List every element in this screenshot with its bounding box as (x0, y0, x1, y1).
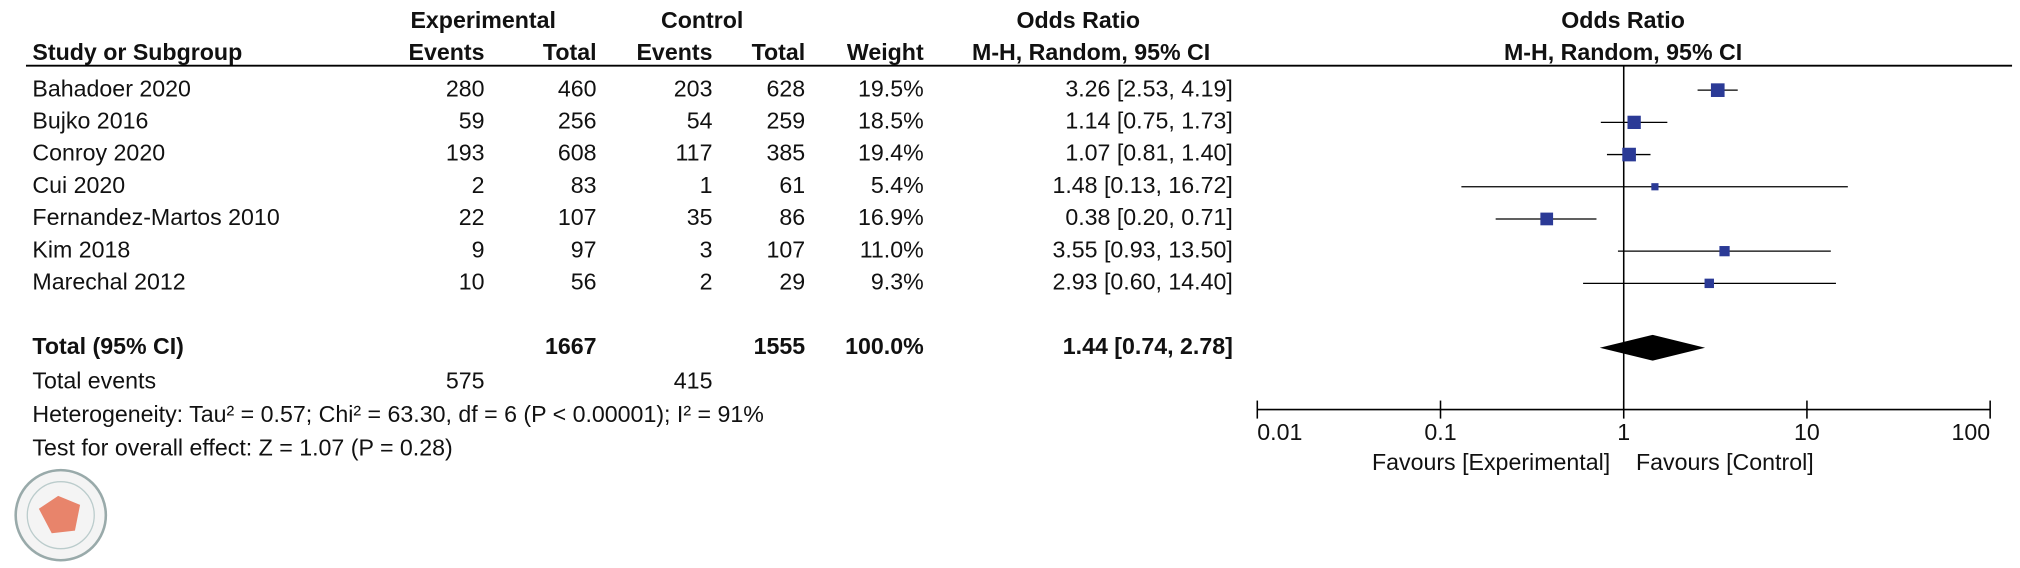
cell: 10 (459, 268, 485, 294)
favours-right: Favours [Control] (1636, 449, 1814, 475)
cell: 385 (767, 140, 806, 166)
cell: 608 (558, 140, 597, 166)
ci-label: 3.55 [0.93, 13.50] (1052, 236, 1232, 262)
x-tick-label: 10 (1794, 419, 1820, 445)
cell: 107 (767, 236, 806, 262)
cell: 628 (767, 75, 806, 101)
estimate (1710, 83, 1725, 97)
total-ci: 1.44 [0.74, 2.78] (1063, 333, 1233, 359)
weight: 16.9% (858, 204, 924, 230)
cell: 59 (459, 107, 485, 133)
x-tick-label: 1 (1617, 419, 1630, 445)
study-name: Cui 2020 (32, 172, 125, 198)
header: Total (752, 39, 806, 65)
header: Events (409, 39, 485, 65)
header: Control (661, 7, 743, 33)
header: Weight (847, 39, 924, 65)
ci-label: 0.38 [0.20, 0.71] (1065, 204, 1233, 230)
study-name: Bujko 2016 (32, 107, 148, 133)
heterogeneity: Heterogeneity: Tau² = 0.57; Chi² = 63.30… (32, 401, 763, 427)
study-name: Marechal 2012 (32, 268, 185, 294)
cell: 117 (676, 140, 713, 166)
estimate (1622, 147, 1636, 162)
total-weight: 100.0% (845, 333, 924, 359)
total-events: 415 (674, 368, 713, 394)
cell: 203 (674, 75, 713, 101)
cell: 97 (571, 236, 597, 262)
x-tick-label: 100 (1951, 419, 1990, 445)
cell: 9 (472, 236, 485, 262)
cell: 460 (558, 75, 597, 101)
total-events-label: Total events (32, 368, 156, 394)
ci-label: 1.48 [0.13, 16.72] (1052, 172, 1232, 198)
total-cell: 1555 (754, 333, 806, 359)
overall-effect: Test for overall effect: Z = 1.07 (P = 0… (32, 435, 452, 461)
header: M-H, Random, 95% CI (972, 39, 1210, 65)
header: M-H, Random, 95% CI (1504, 39, 1742, 65)
header: Experimental (410, 7, 556, 33)
header: Odds Ratio (1016, 7, 1140, 33)
study-name: Conroy 2020 (32, 140, 165, 166)
cell: 86 (779, 204, 805, 230)
weight: 9.3% (871, 268, 924, 294)
cell: 259 (767, 107, 806, 133)
weight: 19.4% (858, 140, 924, 166)
cell: 193 (446, 140, 485, 166)
cell: 61 (779, 172, 805, 198)
weight: 11.0% (860, 236, 924, 262)
cell: 54 (687, 107, 713, 133)
study-name: Kim 2018 (32, 236, 130, 262)
total-cell: 1667 (545, 333, 597, 359)
cell: 56 (571, 268, 597, 294)
header: Study or Subgroup (32, 39, 242, 65)
cell: 3 (700, 236, 713, 262)
logo (14, 468, 108, 562)
weight: 18.5% (858, 107, 924, 133)
ci-label: 3.26 [2.53, 4.19] (1065, 75, 1233, 101)
cell: 2 (700, 268, 713, 294)
ci-label: 2.93 [0.60, 14.40] (1052, 268, 1232, 294)
x-tick-label: 0.01 (1257, 419, 1302, 445)
header: Total (543, 39, 597, 65)
total-label: Total (95% CI) (32, 333, 184, 359)
estimate (1719, 246, 1730, 257)
estimate (1651, 183, 1659, 191)
favours-left: Favours [Experimental] (1372, 449, 1610, 475)
ci-label: 1.14 [0.75, 1.73] (1065, 107, 1233, 133)
total-events: 575 (446, 368, 485, 394)
header: Events (636, 39, 712, 65)
cell: 29 (779, 268, 805, 294)
cell: 1 (700, 172, 713, 198)
cell: 35 (687, 204, 713, 230)
estimate (1704, 278, 1714, 289)
ci-label: 1.07 [0.81, 1.40] (1065, 140, 1233, 166)
study-name: Fernandez-Martos 2010 (32, 204, 279, 230)
estimate (1540, 212, 1554, 226)
study-name: Bahadoer 2020 (32, 75, 190, 101)
cell: 22 (459, 204, 485, 230)
cell: 2 (472, 172, 485, 198)
cell: 107 (558, 204, 597, 230)
summary-diamond (1599, 334, 1706, 361)
header: Odds Ratio (1561, 7, 1685, 33)
cell: 280 (446, 75, 485, 101)
weight: 5.4% (871, 172, 924, 198)
x-tick-label: 0.1 (1424, 419, 1456, 445)
estimate (1627, 115, 1641, 130)
cell: 83 (571, 172, 597, 198)
cell: 256 (558, 107, 597, 133)
weight: 19.5% (858, 75, 924, 101)
